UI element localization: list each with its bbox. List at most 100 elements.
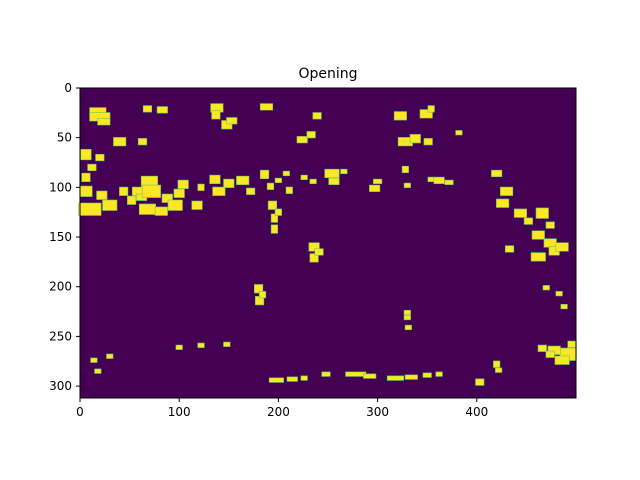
heatmap-cell [143,105,152,112]
heatmap-cell [524,218,533,225]
x-tick-label: 100 [168,405,191,419]
heatmap-cell [496,199,509,208]
heatmap-cell [142,185,161,198]
heatmap-cell [404,315,411,320]
heatmap-cell [313,112,322,119]
heatmap-cell [226,117,237,124]
heatmap-cell [102,200,117,211]
heatmap-cell [340,169,347,174]
heatmap-cell [260,170,269,179]
heatmap-cell [268,201,277,210]
y-tick-label: 250 [49,329,72,343]
heatmap-cell [404,183,411,188]
heatmap-cell [168,200,183,211]
y-tick-label: 150 [49,230,72,244]
y-tick-label: 100 [49,180,72,194]
heatmap-cell [310,179,317,184]
heatmap-cell [546,351,555,358]
heatmap-cell [81,173,90,182]
heatmap-cell [275,178,282,183]
heatmap-cell [301,376,308,381]
heatmap-cell [132,187,143,196]
heatmap-cell [90,358,97,363]
heatmap-cell [275,209,282,216]
heatmap-cell [259,291,266,298]
heatmap-cell [428,105,435,112]
heatmap-cell [436,372,443,377]
heatmap-cell [106,354,113,359]
x-tick-label: 300 [366,405,389,419]
heatmap-cell [514,209,527,218]
heatmap-cell [267,183,274,190]
y-tick-label: 0 [64,81,72,95]
heatmap-cell [434,177,445,184]
heatmap-cell [255,296,264,305]
heatmap-cell [556,243,569,251]
heatmap-cell [297,136,308,143]
heatmap-cell [495,368,502,373]
heatmap-cell [310,253,319,262]
heatmap-cell [94,369,101,374]
heatmap-cell [223,179,234,188]
x-tick-label: 0 [76,405,84,419]
heatmap-cell [404,310,411,315]
heatmap-cell [568,341,576,348]
heatmap-cell [423,373,432,378]
heatmap-cell [221,120,232,129]
heatmap-cell [345,372,366,377]
heatmap-cell [561,304,568,309]
heatmap-cell [138,138,147,145]
heatmap-cell [500,187,513,196]
heatmap-cell [493,361,500,368]
heatmap-cell [424,138,433,145]
heatmap-cell [176,345,183,350]
heatmap-cell [402,166,409,173]
heatmap-cell [192,201,203,210]
heatmap-cell [369,185,380,192]
y-tick-label: 300 [49,379,72,393]
heatmap-cell [322,372,330,377]
heatmap-cell [455,130,462,135]
heatmap-cell [271,225,278,234]
chart-title: Opening [298,66,357,82]
heatmap-cell [95,154,104,161]
heatmap-cell [269,378,284,383]
heatmap-cell [174,189,185,198]
heatmap-cell [555,356,570,365]
heatmap-cell [80,149,91,160]
heatmap-cell [325,169,339,178]
heatmap-cell [283,171,290,176]
y-tick-label: 50 [57,131,72,145]
heatmap-cell [548,346,561,355]
heatmap-cell [127,196,136,205]
heatmap-cell [157,106,168,113]
heatmap-cell [198,343,204,348]
heatmap-cell [246,188,255,195]
heatmap-cell [155,207,168,216]
heatmap-cell [113,137,126,146]
heatmap-cell [79,203,101,216]
heatmap-cell [445,180,453,185]
heatmap-cell [531,252,546,261]
heatmap-cell [89,112,110,121]
heatmap-cell [394,111,407,120]
heatmap-cell [538,345,547,352]
heatmap-cell [387,376,404,381]
y-axis: 0 50 100 150 200 250 300 [49,81,80,393]
plot-area [78,87,577,399]
y-tick-label: 200 [49,280,72,294]
heatmap-cell [139,204,156,215]
heatmap-cell [546,222,555,229]
heatmap-cell [301,175,308,180]
heatmap-cell [532,231,545,240]
heatmap-cell [254,284,263,293]
heatmap-cell [286,187,293,194]
heatmap-cells [78,103,577,386]
heatmap-cell [236,176,249,185]
x-axis: 0 100 200 300 400 [76,398,488,419]
heatmap-cell [212,187,225,196]
heatmap-cell [410,134,421,143]
heatmap-cell [211,110,220,119]
heatmap-cell [491,170,502,177]
